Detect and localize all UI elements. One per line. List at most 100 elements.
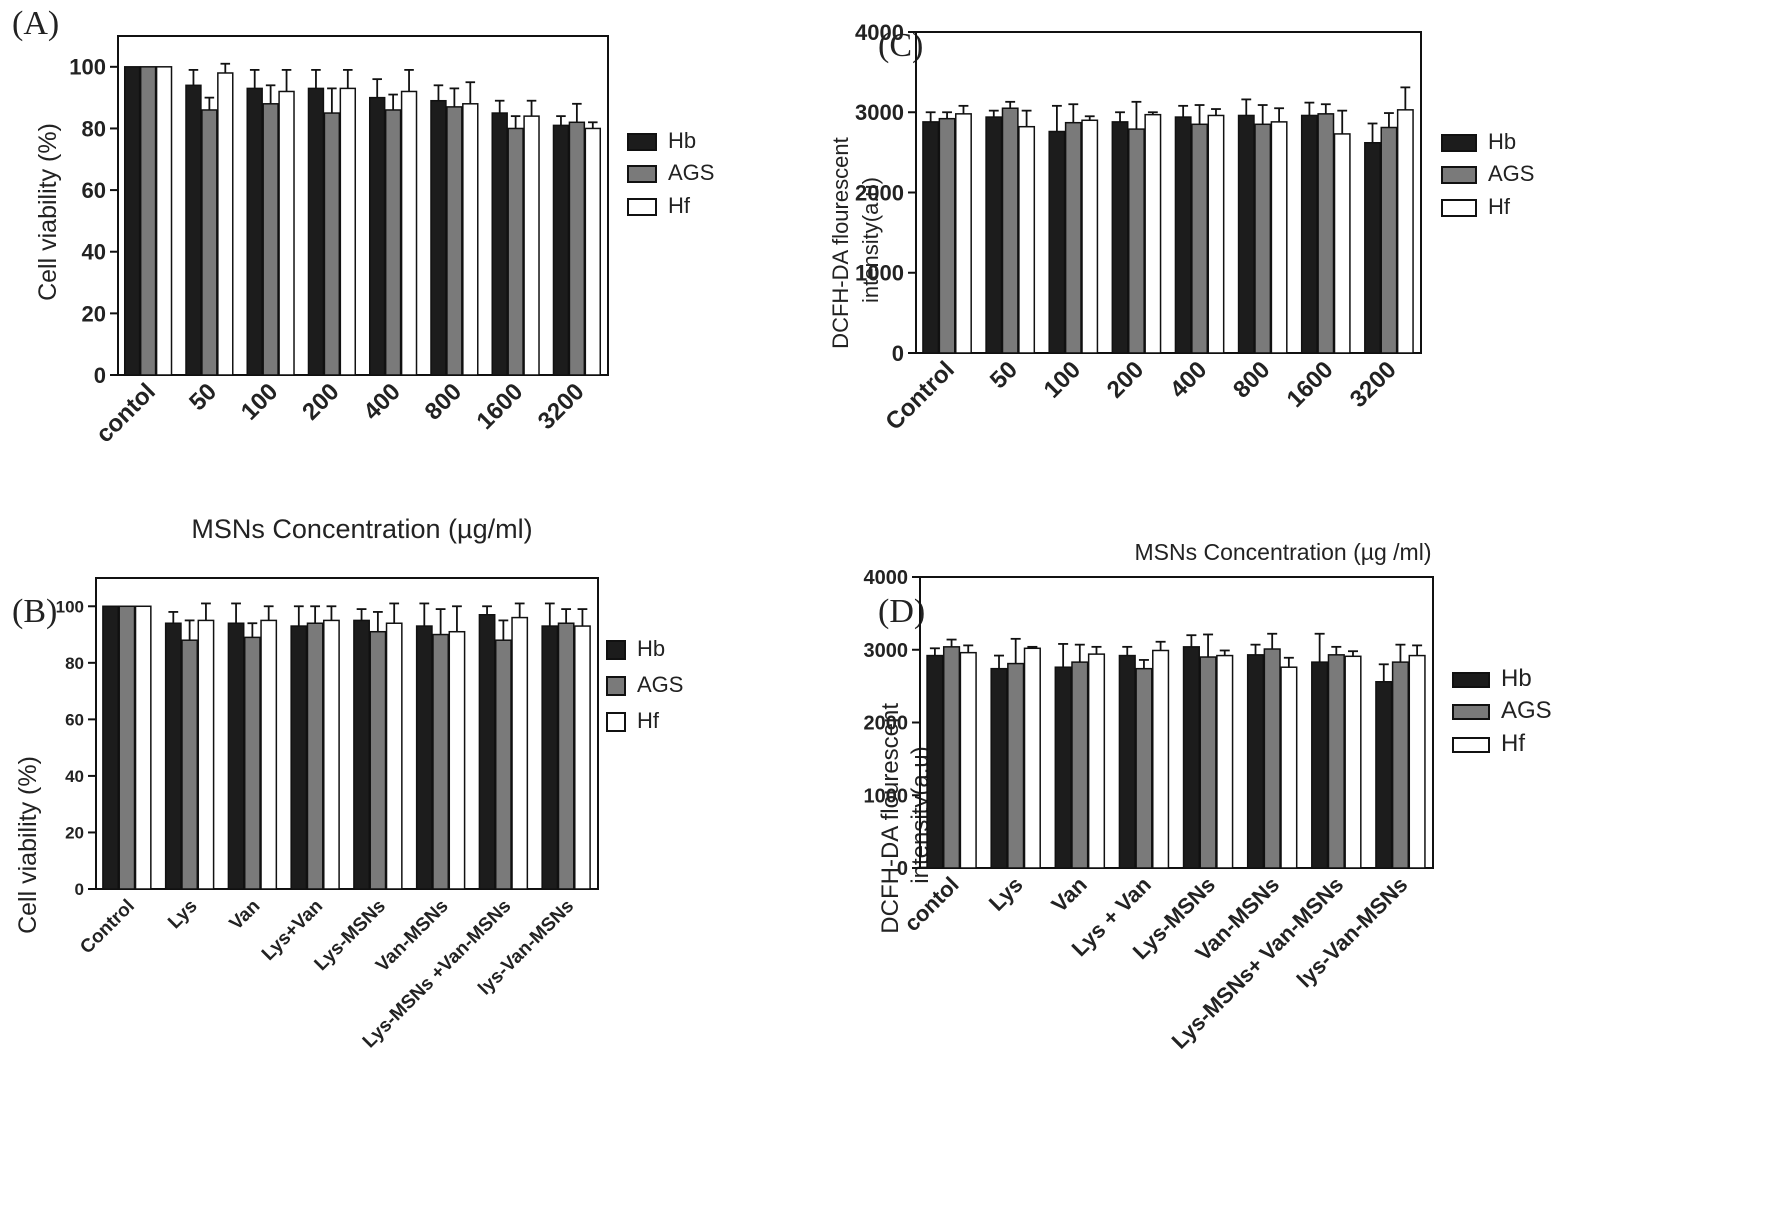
x-tick-label: Lys [164,896,202,934]
bar-hf [134,605,152,890]
bar-hf [400,90,418,376]
panel-label-b: (B) [12,593,57,630]
legend-label-hf: Hf [1488,194,1511,219]
legend-swatch-ags [606,676,626,696]
y-tick-label: 3000 [864,640,909,662]
panel-d: (D) DCFH-DA flourescent intensity(a.u) 0… [864,567,1552,1053]
bar-hf [1408,654,1426,869]
y-tick-label: 60 [82,178,106,203]
bar-ags [507,127,524,376]
bar-ags [384,109,402,376]
legend-swatch-hf [1452,737,1490,753]
bar-ags [1135,667,1153,869]
bar-hf [278,90,295,376]
bar-hb [353,619,370,890]
y-tick-label: 100 [69,55,106,80]
bar-hf [959,651,977,869]
x-tick-label: 3200 [533,378,590,435]
legend-label-hf: Hf [637,708,660,733]
legend-swatch-hb [627,133,657,151]
bar-ags [1317,113,1335,354]
bar-hb [1311,661,1329,869]
y-tick-label: 0 [94,363,106,388]
bar-hb [491,112,508,376]
bar-ags [1391,661,1410,869]
bar-hb [368,96,386,376]
plot-frame-b [95,577,599,890]
bar-ags [306,622,324,890]
bar-hb [985,116,1003,354]
legend-swatch-hb [606,640,626,660]
x-tick-label: 1600 [1282,356,1339,413]
bar-ags [1001,107,1019,354]
bar-hf [1152,649,1170,869]
legend-swatch-ags [1452,704,1490,720]
legend-swatch-hf [627,198,657,216]
bar-hb [552,124,570,376]
x-tick-label: 800 [1228,356,1275,403]
bar-hb [430,99,447,376]
bar-hb [102,605,119,890]
panel-c: (C) DCFH-DA flourescent intensity(a.u) M… [828,20,1534,565]
y-axis-label-b: Cell viability (%) [14,756,42,934]
bar-hb [185,84,202,376]
bar-ags [1007,662,1025,869]
bar-hf [584,127,602,376]
y-tick-label: 4000 [855,20,904,45]
x-tick-label: 50 [985,356,1023,394]
bar-hb [926,654,944,869]
legend-label-hf: Hf [668,193,691,218]
legend-label-hb: Hb [637,636,665,661]
bar-ags [1127,128,1145,354]
legend-label-ags: AGS [1501,697,1552,724]
bar-hb [246,87,263,376]
x-tick-label: lys-Van-MSNs [1292,872,1413,993]
bar-hf [339,87,357,376]
bar-hf [385,622,403,890]
bar-ags [494,639,512,890]
bar-hb [290,625,308,890]
bar-hb [1375,681,1393,869]
y-tick-label: 80 [65,654,84,673]
bar-hb [990,667,1008,869]
bar-hf [462,103,479,376]
bar-hb [307,87,325,376]
bar-hf [1207,114,1225,354]
bar-ags [118,605,136,890]
bar-hf [1087,653,1106,869]
x-tick-label: 100 [1039,356,1086,403]
x-tick-label: Van [1046,872,1091,917]
bar-ags [432,633,450,890]
bar-hf [217,72,234,376]
bar-hf [523,115,540,376]
bar-ags [1199,656,1217,869]
bar-hf [1018,125,1036,354]
bar-ags [1254,123,1272,354]
bar-hf [955,113,972,354]
bar-hf [1216,654,1234,869]
legend-swatch-hb [1441,134,1477,152]
bar-ags [1071,661,1089,869]
panel-label-a: (A) [12,5,59,42]
bar-hb [1048,130,1066,354]
y-tick-label: 0 [892,341,904,366]
bar-hf [260,619,278,890]
bar-hf [448,630,466,890]
bar-ags [139,66,157,376]
legend-swatch-ags [627,165,657,183]
bar-hf [511,616,529,890]
y-axis-label-c-line2: intensity(a.u) [858,177,883,303]
bar-hb [1054,666,1072,869]
bar-hb [1246,654,1265,869]
bar-ags [262,103,279,376]
legend-label-ags: AGS [1488,161,1534,186]
bar-hb [1118,654,1136,869]
bar-hf [1023,647,1041,869]
panel-label-d: (D) [878,593,925,630]
bar-ags [323,112,341,376]
panel-b: (B) Cell viability (%) 0 20 40 60 80 100 Contr… [12,577,683,1052]
bar-hf [155,66,173,376]
bar-ags [243,636,261,890]
y-tick-label: 1000 [864,785,909,807]
